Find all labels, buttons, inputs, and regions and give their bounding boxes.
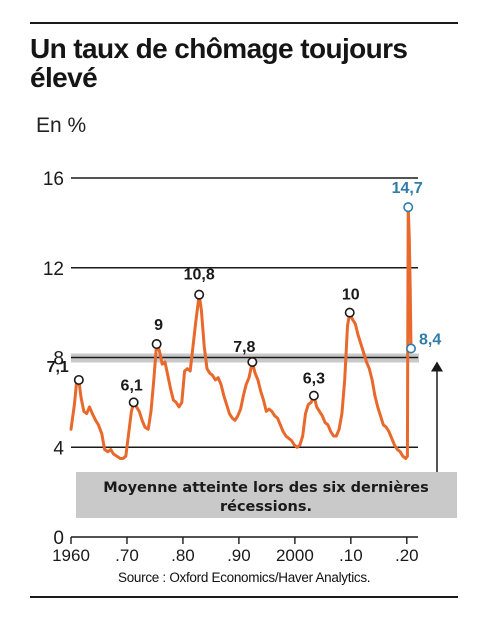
data-point-marker — [344, 307, 355, 318]
data-label: 6,1 — [121, 377, 143, 394]
data-point-marker — [403, 202, 414, 213]
data-label: 7,1 — [47, 359, 69, 376]
data-label: 10 — [342, 287, 360, 304]
data-label: 9 — [154, 317, 163, 334]
x-tick-label: 1960 — [52, 546, 90, 565]
source-note: Source : Oxford Economics/Haver Analytic… — [118, 570, 371, 585]
data-point-marker — [194, 289, 205, 300]
y-tick-label: 0 — [53, 528, 64, 549]
x-tick-label: 2000 — [276, 546, 314, 565]
data-label: 10,8 — [184, 267, 215, 284]
x-tick-label: .80 — [171, 546, 195, 565]
chart-title: Un taux de chômage toujours élevé — [30, 34, 460, 92]
reference-arrow-head — [431, 361, 443, 372]
y-tick-label: 12 — [43, 259, 64, 280]
bottom-rule — [30, 596, 458, 598]
data-label: 14,7 — [392, 180, 423, 197]
y-tick-label: 8 — [53, 349, 64, 370]
data-point-marker — [247, 356, 258, 367]
data-point-marker — [151, 339, 162, 350]
series-line — [69, 205, 413, 460]
x-tick-label: .10 — [339, 546, 363, 565]
y-tick-label: 16 — [43, 169, 64, 190]
reference-note-box — [76, 472, 457, 518]
top-rule — [30, 22, 458, 24]
data-point-marker — [128, 397, 139, 408]
x-tick-label: .70 — [115, 546, 139, 565]
data-point-marker — [308, 390, 319, 401]
data-label: 8,4 — [419, 332, 441, 349]
y-tick-label: 4 — [53, 438, 64, 459]
x-tick-label: .20 — [395, 546, 419, 565]
data-label: 6,3 — [303, 371, 325, 388]
reference-note-text: Moyenne atteinte lors des six dernières r… — [103, 480, 429, 515]
chart-title-line-2: élevé — [30, 62, 98, 93]
data-point-marker — [73, 374, 84, 385]
x-tick-label: .90 — [227, 546, 251, 565]
unit-label: En % — [36, 114, 87, 137]
chart-title-line-1: Un taux de chômage toujours — [30, 33, 408, 64]
data-point-marker — [406, 343, 417, 354]
data-label: 7,8 — [233, 339, 255, 356]
